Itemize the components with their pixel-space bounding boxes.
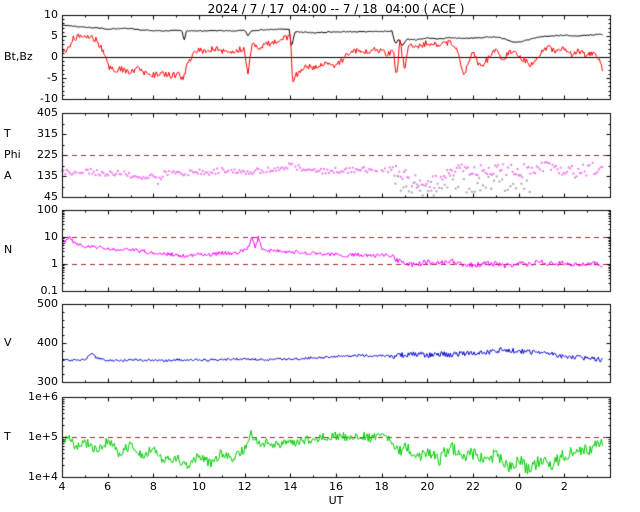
ytick-label: 1e+5 (28, 430, 58, 443)
ytick-label: 1 (51, 257, 58, 270)
ytick-label: 1e+4 (28, 470, 58, 483)
ytick-label: 10 (44, 230, 58, 243)
axis-side-label: Phi (4, 148, 21, 161)
ytick-label: 405 (37, 106, 58, 119)
ytick-label: 135 (37, 169, 58, 182)
xtick-label: 20 (420, 480, 435, 493)
ytick-label: 400 (37, 336, 58, 349)
axis-side-label: T (4, 127, 11, 140)
xtick-label: 18 (374, 480, 389, 493)
ytick-label: 0 (51, 50, 58, 63)
axis-side-label: Bt,Bz (4, 50, 33, 63)
ytick-label: -5 (47, 71, 58, 84)
xtick-label: 16 (329, 480, 343, 493)
ytick-label: 0.1 (40, 284, 59, 297)
xtick-label: 4 (58, 480, 66, 493)
xtick-label: 0 (515, 480, 523, 493)
ytick-label: 5 (51, 29, 58, 42)
ytick-label: 100 (37, 203, 58, 216)
axis-side-label: T (4, 430, 11, 443)
xtick-label: 2 (560, 480, 568, 493)
xtick-label: 22 (466, 480, 480, 493)
axis-side-label: A (4, 169, 12, 182)
axis-side-label: V (4, 336, 12, 349)
ytick-label: 10 (44, 8, 58, 21)
axis-side-label: N (4, 243, 13, 257)
xtick-label: 10 (192, 480, 206, 493)
xtick-label: 6 (104, 480, 112, 493)
ytick-label: -10 (40, 92, 58, 105)
ytick-label: 315 (37, 127, 58, 140)
xtick-label: 12 (237, 480, 252, 493)
ytick-label: 225 (37, 148, 58, 161)
xtick-label: 8 (149, 480, 157, 493)
ytick-label: 300 (37, 375, 58, 388)
ytick-label: 1e+6 (28, 390, 58, 403)
ytick-label: 45 (44, 190, 58, 203)
x-axis-label: UT (328, 494, 344, 507)
ytick-label: 500 (37, 297, 58, 310)
xtick-label: 14 (283, 480, 298, 493)
